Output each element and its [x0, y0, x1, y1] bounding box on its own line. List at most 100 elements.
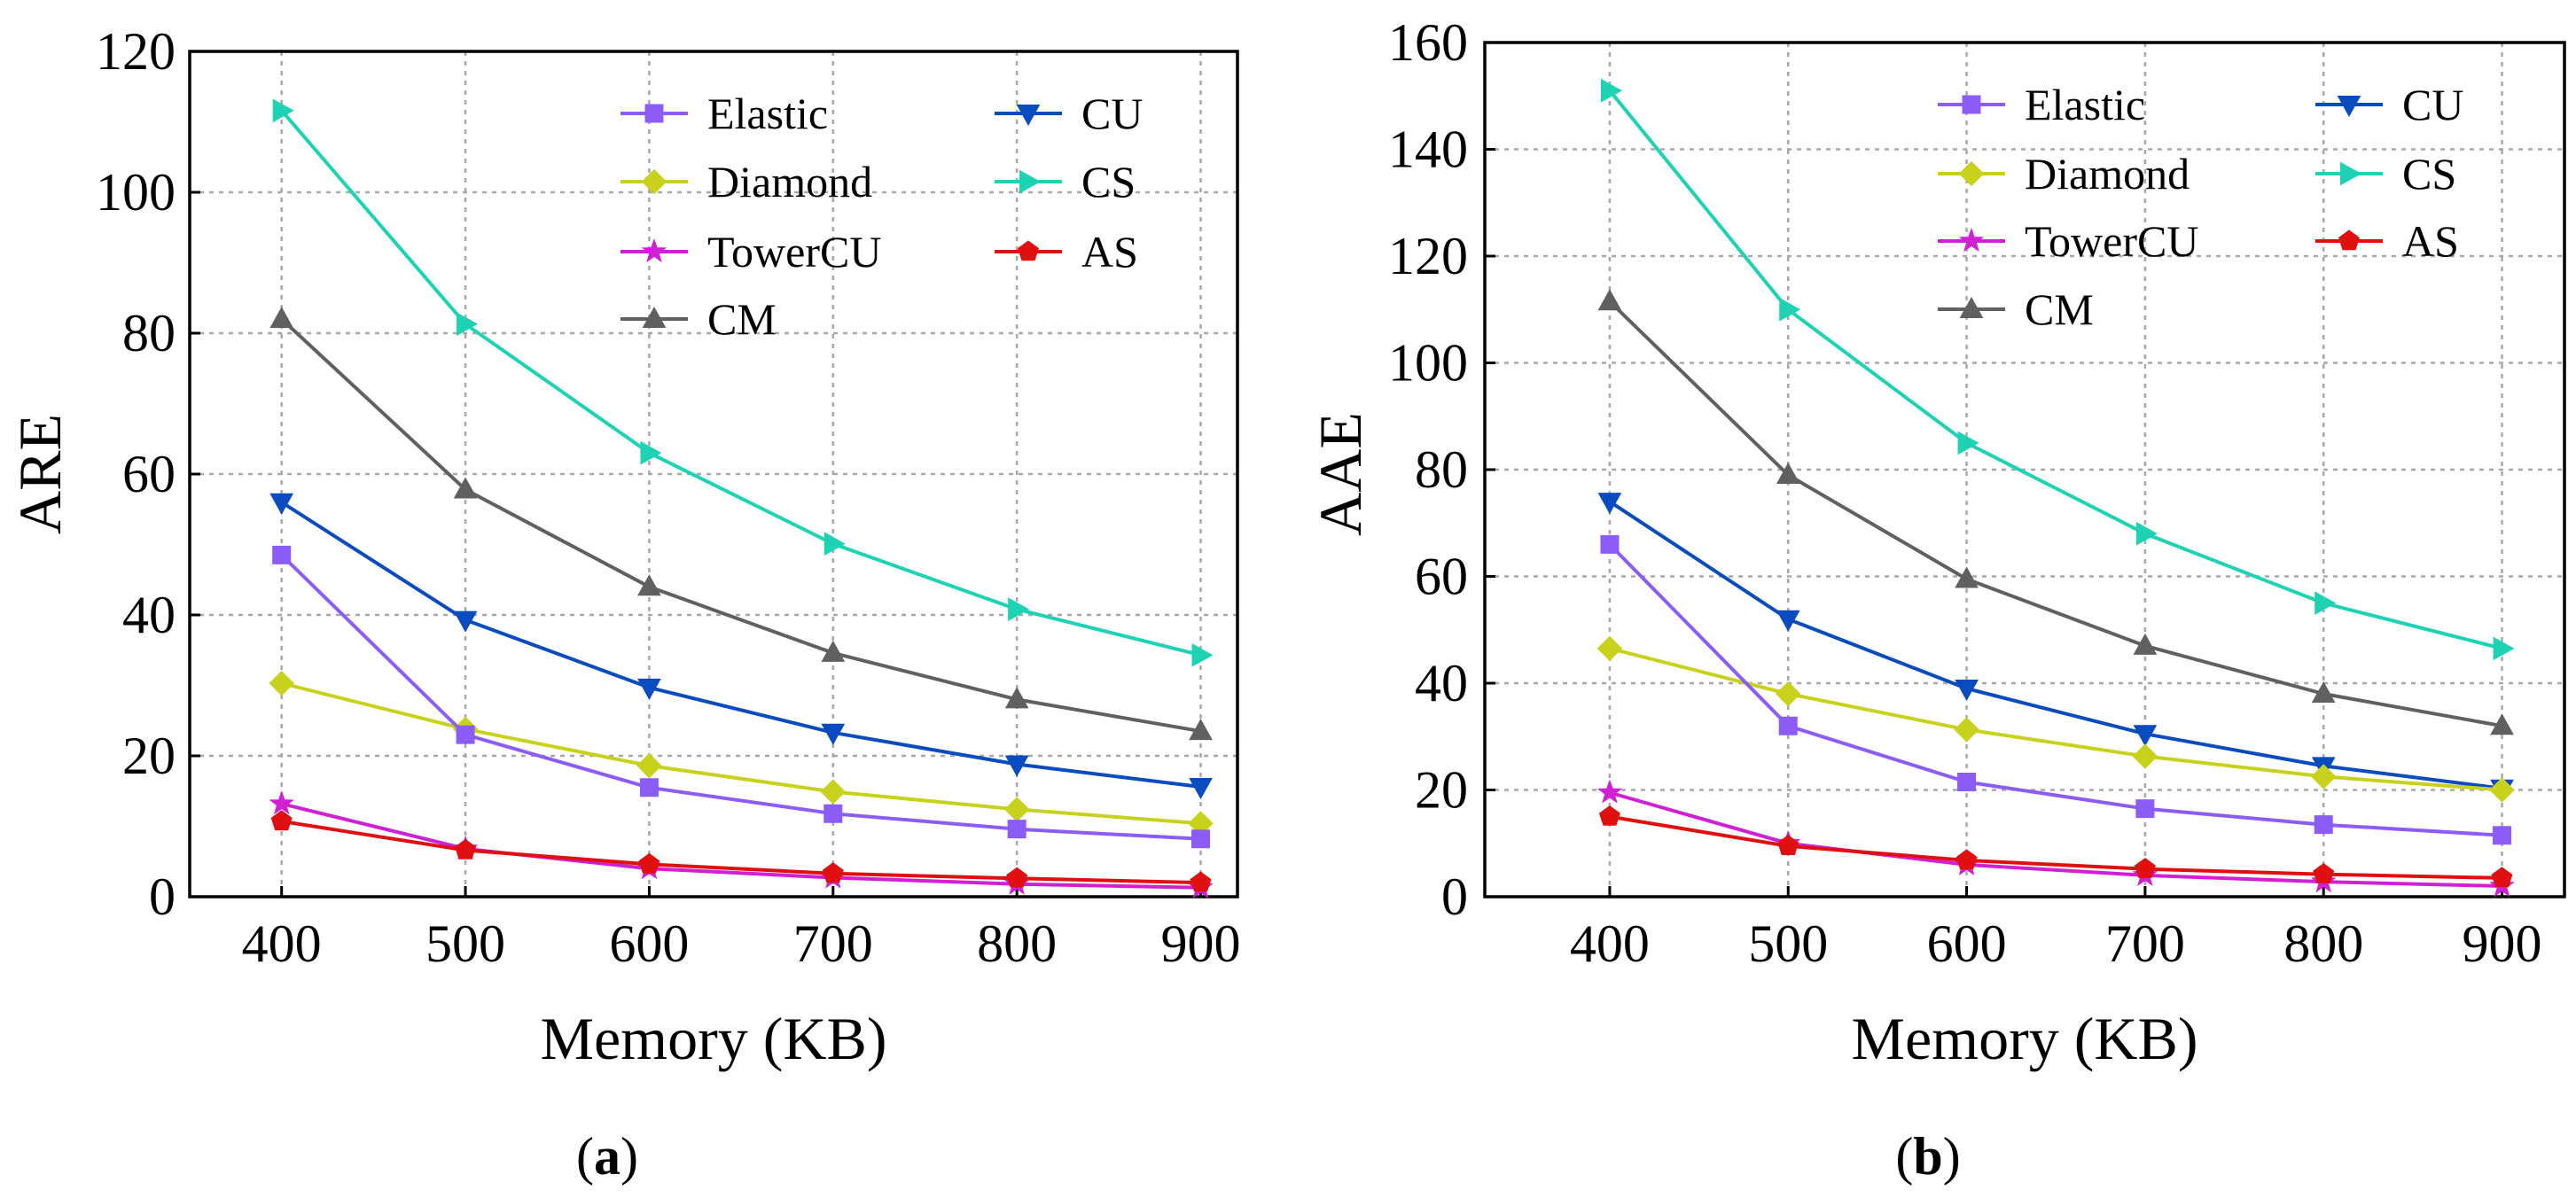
- panel-a-legend-marker-elastic: [644, 104, 664, 123]
- panel-b-legend-label-cs: CS: [2402, 149, 2456, 198]
- panel-b-point-cm-900: [2490, 713, 2514, 735]
- panel-b-legend-label-cu: CU: [2402, 80, 2463, 129]
- panel-a-legend-marker-cs: [1019, 169, 1042, 194]
- panel-a-series-line-as: [281, 819, 1201, 885]
- panel-a-legend-marker-as: [1018, 240, 1039, 261]
- panel-a-legend-marker-towercu: [641, 237, 667, 263]
- panel-a-series-line-towercu: [281, 802, 1201, 890]
- panel-a-point-as-700: [822, 862, 844, 883]
- panel-a-point-cs-400: [272, 98, 294, 123]
- panel-a-series-cs: [272, 98, 1214, 667]
- panel-b-series-line-diamond: [1609, 646, 2502, 792]
- panel-b-x-tick-label-500: 500: [1748, 914, 1828, 973]
- panel-b-point-cm-400: [1597, 289, 1622, 311]
- panel-b-point-diamond-600: [1954, 717, 1979, 743]
- panel-label-a-close: ): [621, 1127, 638, 1186]
- panel-b-point-diamond-800: [2311, 764, 2337, 790]
- panel-b-legend-item-diamond: Diamond: [1938, 149, 2190, 198]
- panel-a-series-elastic: [272, 545, 1211, 849]
- panel-a-point-as-800: [1006, 867, 1028, 888]
- panel-b-legend-marker-diamond: [1958, 160, 1985, 187]
- chart-panel-a: 400 500 600 700 800 900 0 20 40 60 80 100 120 Memory …: [6, 22, 1241, 1072]
- panel-a-x-tick-label-600: 600: [609, 914, 689, 973]
- panel-a-point-cs-800: [1008, 597, 1030, 621]
- panel-a-point-as-600: [638, 852, 660, 874]
- panel-a-point-cs-600: [640, 440, 662, 465]
- panel-a-y-tick-label-80: 80: [122, 304, 176, 362]
- panel-b-legend-item-cu: CU: [2315, 80, 2463, 129]
- panel-a-point-cm-900: [1189, 719, 1213, 741]
- panel-a-point-cm-500: [453, 477, 478, 499]
- panel-a-legend-marker-diamond: [641, 168, 667, 195]
- panel-a-series-line-cs: [280, 109, 1201, 657]
- panel-a-series-line-diamond: [281, 681, 1201, 826]
- panel-a-point-cu-600: [637, 678, 661, 700]
- panel-a-series-line-elastic: [280, 553, 1201, 841]
- panel-b-y-tick-label-0: 0: [1441, 867, 1468, 926]
- panel-b-x-tick-label-800: 800: [2283, 914, 2363, 973]
- panel-a-point-cm-800: [1004, 687, 1029, 709]
- panel-b-y-tick-label-80: 80: [1415, 440, 1468, 499]
- panel-a-point-diamond-600: [636, 752, 662, 779]
- panel-b-point-as-500: [1777, 835, 1799, 855]
- panel-b-point-as-600: [1955, 849, 1978, 870]
- panel-a-point-elastic-600: [639, 778, 659, 797]
- panel-label-b-open: (: [1895, 1127, 1913, 1186]
- panel-a-point-towercu-400: [269, 790, 294, 815]
- panel-b-point-as-900: [2491, 867, 2513, 888]
- panel-a-legend-label-cm: CM: [707, 294, 777, 344]
- panel-b-legend-marker-cu: [2337, 96, 2361, 118]
- panel-a-y-tick-label-20: 20: [122, 727, 176, 785]
- panel-a-legend-item-cu: CU: [995, 89, 1143, 138]
- panel-a-point-cm-400: [269, 307, 294, 329]
- panel-b-series-line-cu: [1608, 500, 2502, 790]
- panel-b-point-cm-600: [1955, 566, 1979, 588]
- panel-a-point-elastic-500: [456, 725, 475, 744]
- panel-a-series-cm: [269, 307, 1213, 741]
- panel-b-legend-item-cs: CS: [2315, 149, 2456, 198]
- panel-b-x-axis-title: Memory (KB): [1852, 1005, 2198, 1072]
- panel-b-legend-marker-elastic: [1962, 95, 1981, 114]
- panel-label-b-close: ): [1943, 1127, 1961, 1186]
- panel-a-legend-marker-cm: [642, 306, 667, 328]
- panel-b-y-tick-label-140: 140: [1388, 121, 1468, 179]
- panel-b-point-towercu-400: [1596, 779, 1623, 804]
- panel-b-point-as-800: [2313, 863, 2335, 883]
- panel-a-y-axis-title: ARE: [6, 414, 74, 534]
- panel-label-a-letter: a: [594, 1127, 621, 1186]
- panel-b-y-tick-label-100: 100: [1388, 334, 1468, 393]
- panel-a-y-tick-label-40: 40: [122, 586, 176, 644]
- panel-b-legend-item-elastic: Elastic: [1938, 80, 2145, 129]
- panel-a-point-cu-700: [821, 723, 846, 745]
- panel-label-b: (b): [1895, 1127, 1960, 1186]
- panel-b-legend-marker-cm: [1959, 296, 1984, 318]
- panel-a-legend-item-diamond: Diamond: [621, 157, 872, 206]
- panel-a-point-diamond-400: [269, 670, 294, 696]
- panel-b-legend-label-towercu: TowerCU: [2025, 216, 2198, 266]
- panel-a-x-tick-label-500: 500: [425, 914, 505, 973]
- panel-a-legend-label-cu: CU: [1081, 89, 1143, 138]
- panel-b-series-line-elastic: [1608, 542, 2502, 837]
- panel-b-point-cm-500: [1776, 462, 1800, 485]
- panel-label-b-letter: b: [1913, 1127, 1942, 1186]
- panel-b-point-cs-800: [2314, 591, 2337, 615]
- panel-a-legend-item-cm: CM: [621, 294, 777, 344]
- panel-a-y-tick-label-120: 120: [96, 22, 176, 81]
- panel-b-point-elastic-500: [1778, 716, 1798, 735]
- panel-a-point-cs-900: [1191, 642, 1214, 667]
- panel-label-a: (a): [576, 1127, 638, 1186]
- panel-b-legend-item-as: AS: [2315, 216, 2459, 266]
- panel-a-point-elastic-700: [824, 804, 843, 823]
- panel-a-y-tick-label-100: 100: [96, 163, 176, 222]
- panel-a-x-tick-label-800: 800: [977, 914, 1057, 973]
- panel-a-point-as-900: [1190, 871, 1212, 892]
- panel-b-point-cu-700: [2133, 725, 2158, 747]
- panel-b-series-line-as: [1609, 814, 2502, 880]
- panel-b-legend-item-towercu: TowerCU: [1938, 216, 2198, 266]
- panel-a-point-elastic-900: [1191, 829, 1211, 849]
- panel-b-point-elastic-900: [2493, 826, 2512, 845]
- panel-a-series-as: [270, 810, 1212, 892]
- panel-b-axis-ticks: 400 500 600 700 800 900 0 20 40 60 80 100 120 140 160: [1388, 13, 2542, 973]
- panel-a-x-axis-title: Memory (KB): [541, 1005, 887, 1072]
